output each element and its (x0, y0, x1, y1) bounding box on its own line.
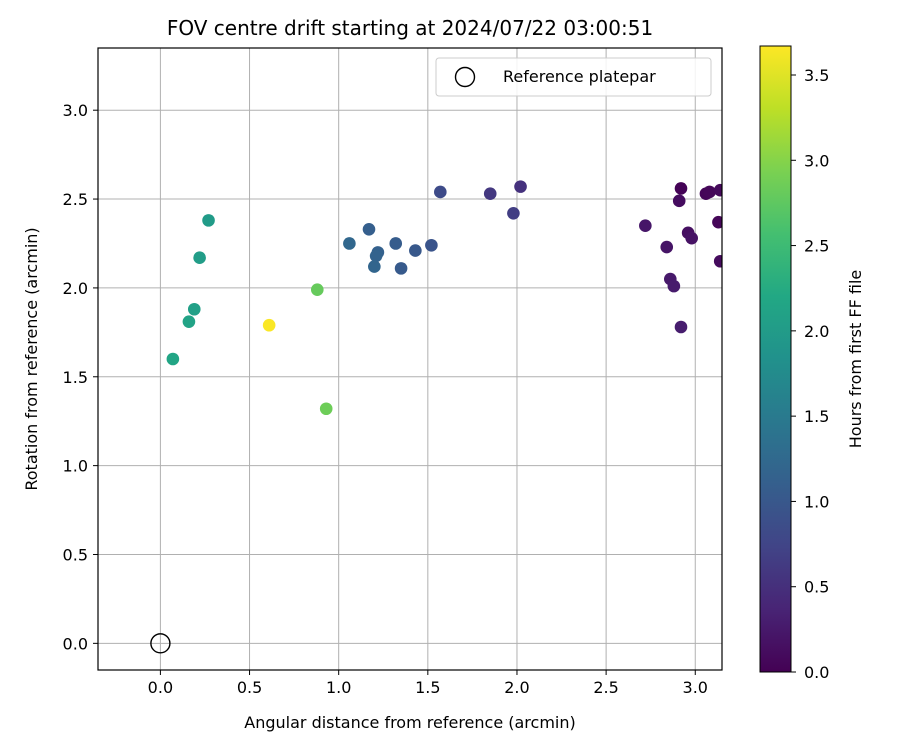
x-tick-label: 2.0 (504, 678, 529, 697)
data-point (409, 244, 422, 257)
data-point (193, 251, 206, 265)
data-point (202, 214, 215, 227)
data-point (483, 187, 497, 201)
data-point (425, 238, 438, 252)
reference-platepar-marker (150, 633, 171, 654)
x-tick-label: 1.5 (415, 678, 440, 697)
x-axis-label: Angular distance from reference (arcmin) (244, 713, 575, 732)
legend-marker (454, 66, 476, 88)
colorbar-tick-label: 2.0 (804, 322, 829, 341)
data-point (507, 206, 520, 220)
data-point (319, 402, 333, 416)
data-point (660, 240, 674, 254)
legend-label: Reference platepar (503, 67, 656, 86)
colorbar-tick-label: 0.5 (804, 578, 829, 597)
data-point (182, 315, 196, 328)
colorbar-tick-label: 3.5 (804, 66, 829, 85)
y-tick-label: 1.5 (63, 368, 88, 387)
chart-title: FOV centre drift starting at 2024/07/22 … (167, 16, 653, 40)
y-tick-label: 3.0 (63, 101, 88, 120)
x-tick-label: 0.0 (148, 678, 173, 697)
data-point (713, 183, 722, 197)
colorbar-ticks: 0.0 0.5 1.0 1.5 2.0 2.5 3.0 3.5 (791, 66, 829, 682)
legend: Reference platepar (435, 57, 712, 97)
data-point (368, 260, 381, 273)
data-point (394, 262, 408, 275)
data-point (262, 318, 276, 332)
y-tick-label: 1.0 (63, 457, 88, 476)
data-point (187, 302, 201, 316)
y-tick-label: 0.0 (63, 634, 88, 653)
data-point (685, 231, 698, 245)
data-point (362, 222, 376, 236)
data-point (389, 237, 403, 250)
data-point (703, 185, 716, 199)
data-point (369, 249, 383, 263)
data-point (712, 215, 722, 229)
plot-frame (97, 47, 723, 671)
grid (98, 48, 722, 670)
colorbar-tick-label: 0.0 (804, 663, 829, 682)
colorbar-tick-label: 1.0 (804, 492, 829, 511)
y-tick-label: 2.0 (63, 279, 88, 298)
x-axis-ticks: 0.0 0.5 1.0 1.5 2.0 2.5 3.0 (148, 670, 708, 697)
x-tick-label: 1.0 (326, 678, 351, 697)
data-point (310, 283, 324, 296)
data-point (434, 185, 447, 199)
reference-marker (150, 633, 171, 654)
data-point (672, 194, 686, 208)
data-point (674, 182, 688, 195)
data-point (674, 320, 688, 334)
colorbar-tick-label: 1.5 (804, 407, 829, 426)
colorbar-label: Hours from first FF file (846, 270, 865, 449)
y-axis-ticks: 0.0 0.5 1.0 1.5 2.0 2.5 3.0 (63, 101, 98, 653)
data-point (639, 219, 652, 233)
colorbar-tick-label: 3.0 (804, 151, 829, 170)
data-point (166, 352, 180, 366)
data-points (166, 180, 722, 416)
data-point (343, 237, 356, 250)
colorbar (759, 45, 792, 673)
x-tick-label: 2.5 (593, 678, 618, 697)
data-point (667, 279, 681, 293)
data-point (713, 254, 722, 268)
legend-box (435, 57, 712, 97)
x-tick-label: 0.5 (237, 678, 262, 697)
x-tick-label: 3.0 (683, 678, 708, 697)
colorbar-tick-label: 2.5 (804, 237, 829, 256)
y-tick-label: 2.5 (63, 190, 88, 209)
y-tick-label: 0.5 (63, 545, 88, 564)
y-axis-label: Rotation from reference (arcmin) (22, 227, 41, 490)
data-point (514, 180, 527, 193)
